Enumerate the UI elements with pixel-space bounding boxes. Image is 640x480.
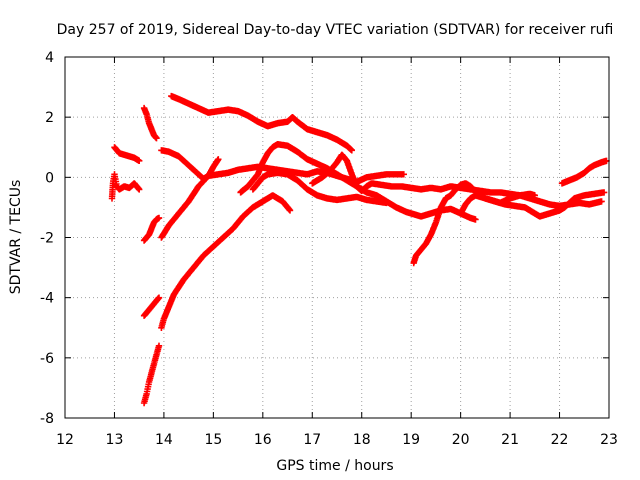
y-tick-label: -8 (40, 411, 54, 427)
x-tick-label: 22 (551, 432, 569, 448)
series-arc-5 (140, 294, 163, 319)
y-tick-label: 4 (45, 50, 54, 66)
y-tick-label: -4 (40, 291, 54, 307)
series-arc-15 (457, 190, 538, 217)
series-markers (158, 147, 222, 182)
series-markers (108, 171, 143, 202)
chart-title: Day 257 of 2019, Sidereal Day-to-day VTE… (57, 22, 614, 38)
x-tick-label: 15 (204, 432, 222, 448)
series-markers (111, 144, 143, 164)
series-markers (558, 157, 610, 187)
series-markers (168, 92, 355, 154)
x-tick-label: 18 (353, 432, 371, 448)
x-tick-label: 17 (303, 432, 321, 448)
series-arc-4 (140, 214, 163, 244)
series-markers (140, 214, 163, 244)
x-tick-label: 12 (56, 432, 74, 448)
series-arc-6 (140, 342, 163, 407)
x-tick-label: 20 (452, 432, 470, 448)
series-markers (249, 169, 390, 207)
x-tick-label: 14 (155, 432, 173, 448)
series-markers (457, 190, 538, 217)
series-arc-16 (558, 157, 610, 187)
series-markers (237, 141, 479, 223)
series-arc-9 (158, 147, 222, 182)
y-tick-label: 0 (45, 170, 54, 186)
series-markers (158, 192, 294, 331)
x-axis-label: GPS time / hours (276, 458, 393, 474)
y-axis-label: SDTVAR / TECUs (8, 180, 24, 295)
series-arc-3 (140, 104, 160, 142)
series-markers (140, 104, 160, 142)
series-arc-12 (249, 169, 390, 207)
series-arc-7 (158, 192, 294, 331)
ticks: 12 13 14 15 16 17 18 19 20 21 22 23 -8 -6 -4 -2 0 2 4 (40, 50, 618, 448)
y-tick-label: 2 (45, 110, 54, 126)
x-tick-label: 13 (106, 432, 124, 448)
series-markers (140, 294, 163, 319)
y-tick-label: -2 (40, 231, 54, 247)
series-arc-2 (111, 144, 143, 164)
series-arc-11 (237, 141, 479, 223)
x-tick-label: 23 (600, 432, 618, 448)
y-tick-label: -6 (40, 351, 54, 367)
x-tick-label: 16 (254, 432, 272, 448)
series-markers (140, 342, 163, 407)
series-layer (108, 92, 610, 407)
x-tick-label: 19 (402, 432, 420, 448)
x-tick-label: 21 (501, 432, 519, 448)
series-arc-10 (168, 92, 355, 154)
series-arc-1 (108, 171, 143, 202)
